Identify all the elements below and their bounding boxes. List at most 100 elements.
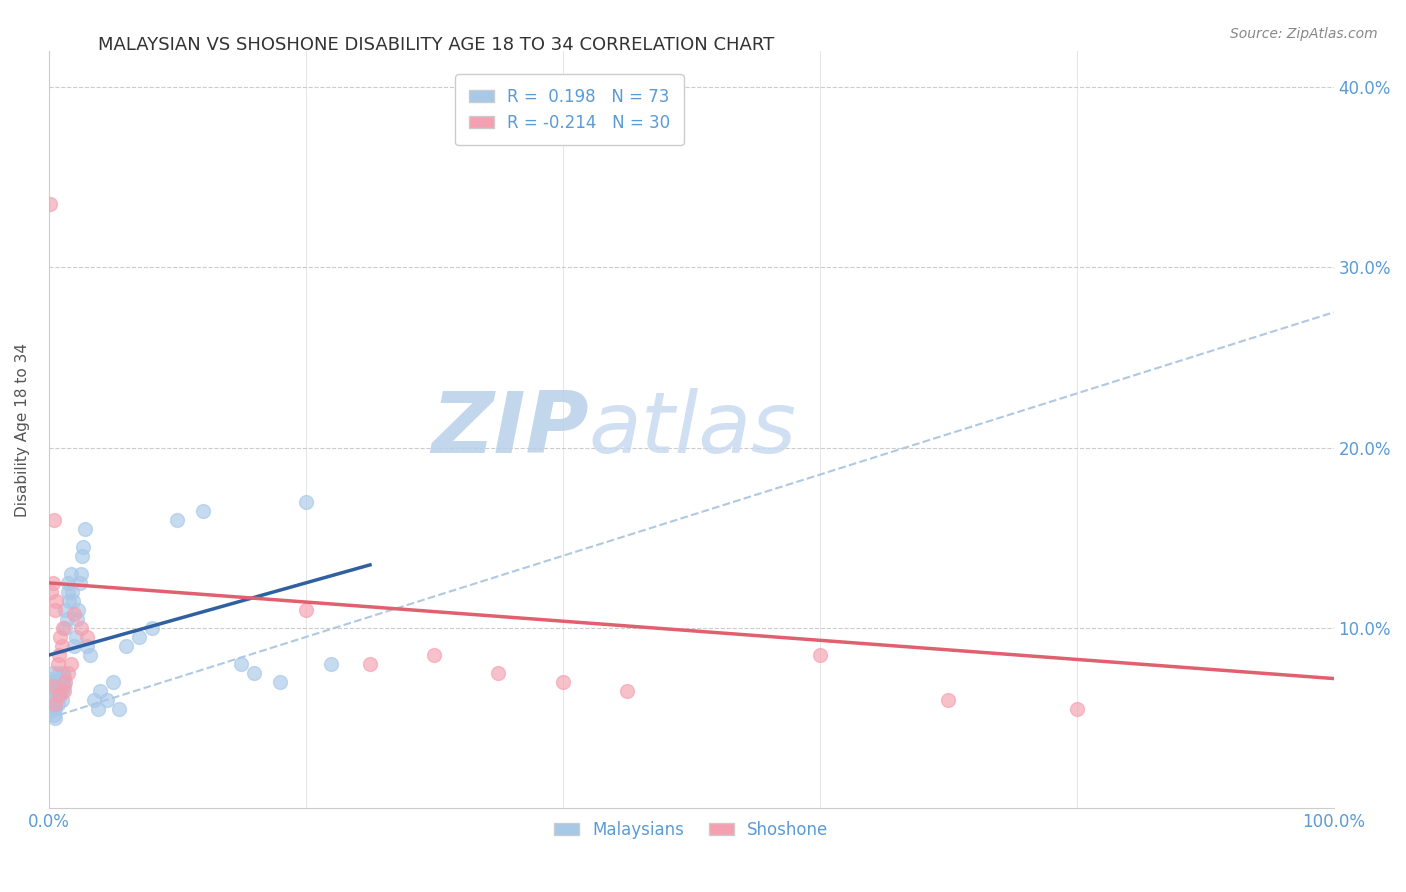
Point (41, 697, 63, 711)
Point (79, 648, 101, 662)
Point (616, 684, 638, 698)
Point (48, 688, 70, 702)
Point (86, 702, 108, 716)
Point (76, 630, 98, 644)
Point (41, 585, 63, 599)
Point (73, 522, 96, 536)
Point (70, 549, 93, 563)
Point (46, 688, 69, 702)
Point (49, 679, 72, 693)
Point (67, 603, 90, 617)
Point (45, 675, 67, 690)
Point (52, 666, 75, 681)
Point (551, 675, 574, 690)
Point (83, 693, 105, 707)
Point (70, 621, 93, 635)
Point (46, 657, 69, 672)
Point (41, 679, 63, 693)
Point (58, 594, 80, 608)
Point (55, 621, 77, 635)
Point (69, 575, 91, 590)
Point (44, 684, 66, 698)
Point (231, 657, 253, 672)
Point (44, 711, 66, 725)
Point (39, 675, 62, 690)
Text: Source: ZipAtlas.com: Source: ZipAtlas.com (1230, 27, 1378, 41)
Point (166, 513, 188, 527)
Point (96, 693, 118, 707)
Text: ZIP: ZIP (430, 388, 588, 471)
Point (59, 657, 82, 672)
Point (115, 639, 138, 653)
Point (46, 697, 69, 711)
Point (108, 702, 131, 716)
Point (49, 688, 72, 702)
Point (48, 675, 70, 690)
Point (56, 575, 79, 590)
Point (76, 639, 98, 653)
Point (41, 575, 63, 590)
Text: MALAYSIAN VS SHOSHONE DISABILITY AGE 18 TO 34 CORRELATION CHART: MALAYSIAN VS SHOSHONE DISABILITY AGE 18 … (98, 36, 775, 54)
Legend: Malaysians, Shoshone: Malaysians, Shoshone (547, 814, 835, 846)
Point (936, 693, 959, 707)
Point (488, 666, 510, 681)
Point (48, 648, 70, 662)
Point (44, 603, 66, 617)
Text: atlas: atlas (588, 388, 796, 471)
Point (44, 702, 66, 716)
Point (39, 693, 62, 707)
Point (359, 657, 381, 672)
Point (63, 639, 86, 653)
Point (41, 693, 63, 707)
Point (1066, 702, 1088, 716)
Point (41, 702, 63, 716)
Point (48, 684, 70, 698)
Point (191, 504, 214, 518)
Point (42, 707, 65, 722)
Point (42, 679, 65, 693)
Point (72, 540, 94, 554)
Point (42, 688, 65, 702)
Point (52, 675, 75, 690)
Point (56, 666, 79, 681)
Point (243, 666, 266, 681)
Point (55, 612, 77, 626)
Point (269, 675, 291, 690)
Point (45, 684, 67, 698)
Point (66, 612, 89, 626)
Point (39, 197, 62, 211)
Point (53, 684, 76, 698)
Point (49, 630, 72, 644)
Point (48, 666, 70, 681)
Point (53, 679, 76, 693)
Point (423, 648, 446, 662)
Point (294, 494, 316, 508)
Y-axis label: Disability Age 18 to 34: Disability Age 18 to 34 (15, 343, 30, 516)
Point (39, 684, 62, 698)
Point (41, 684, 63, 698)
Point (89, 684, 111, 698)
Point (56, 585, 79, 599)
Point (51, 684, 73, 698)
Point (45, 594, 67, 608)
Point (101, 675, 124, 690)
Point (44, 693, 66, 707)
Point (52, 621, 75, 635)
Point (41, 675, 63, 690)
Point (53, 670, 76, 684)
Point (63, 607, 86, 621)
Point (808, 648, 831, 662)
Point (41, 666, 63, 681)
Point (41, 690, 63, 704)
Point (51, 693, 73, 707)
Point (51, 639, 73, 653)
Point (41, 679, 63, 693)
Point (294, 603, 316, 617)
Point (321, 657, 343, 672)
Point (59, 566, 82, 581)
Point (60, 585, 83, 599)
Point (62, 594, 84, 608)
Point (45, 693, 67, 707)
Point (44, 697, 66, 711)
Point (41, 672, 63, 686)
